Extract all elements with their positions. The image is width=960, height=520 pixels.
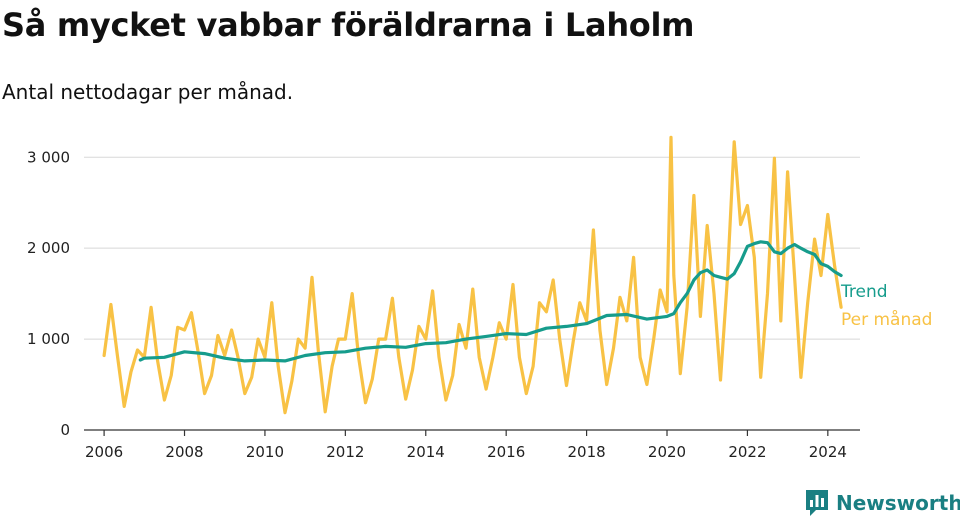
- legend-label-per-m-nad: Per månad: [841, 309, 932, 330]
- x-tick-label: 2016: [487, 443, 525, 461]
- legend-label-trend: Trend: [840, 282, 888, 302]
- x-tick-label: 2012: [326, 443, 364, 461]
- x-tick-label: 2014: [407, 443, 445, 461]
- series-lines: [102, 135, 843, 415]
- x-tick-label: 2024: [809, 443, 847, 461]
- legend: Per månad Trend: [840, 282, 932, 330]
- x-tick-label: 2008: [165, 443, 203, 461]
- bar-chart-speech-bubble-icon: [806, 490, 828, 516]
- y-tick-label: 1 000: [27, 330, 70, 348]
- y-tick-label: 2 000: [27, 239, 70, 257]
- brand-logo[interactable]: Newsworthy: [804, 488, 960, 518]
- y-tick-label: 3 000: [27, 148, 70, 166]
- x-tick-label: 2020: [648, 443, 686, 461]
- x-tick-label: 2010: [246, 443, 284, 461]
- x-tick-label: 2006: [85, 443, 123, 461]
- x-tick-label: 2022: [728, 443, 766, 461]
- y-tick-label: 0: [60, 421, 70, 439]
- x-tick-label: 2018: [567, 443, 605, 461]
- series-line-trend: [138, 240, 843, 363]
- y-axis-labels: 0 1 000 2 000 3 000: [27, 148, 70, 439]
- series-line-per-m-nad: [102, 135, 843, 415]
- chart-subtitle: Antal nettodagar per månad.: [2, 80, 294, 104]
- x-axis: 2006 2008 2010 2012 2014 2016 2018 2020 2022 2024: [84, 429, 860, 461]
- brand-name: Newsworthy: [836, 491, 960, 515]
- chart-title: Så mycket vabbar föräldrarna i Laholm: [2, 6, 695, 44]
- gridlines: [84, 156, 860, 340]
